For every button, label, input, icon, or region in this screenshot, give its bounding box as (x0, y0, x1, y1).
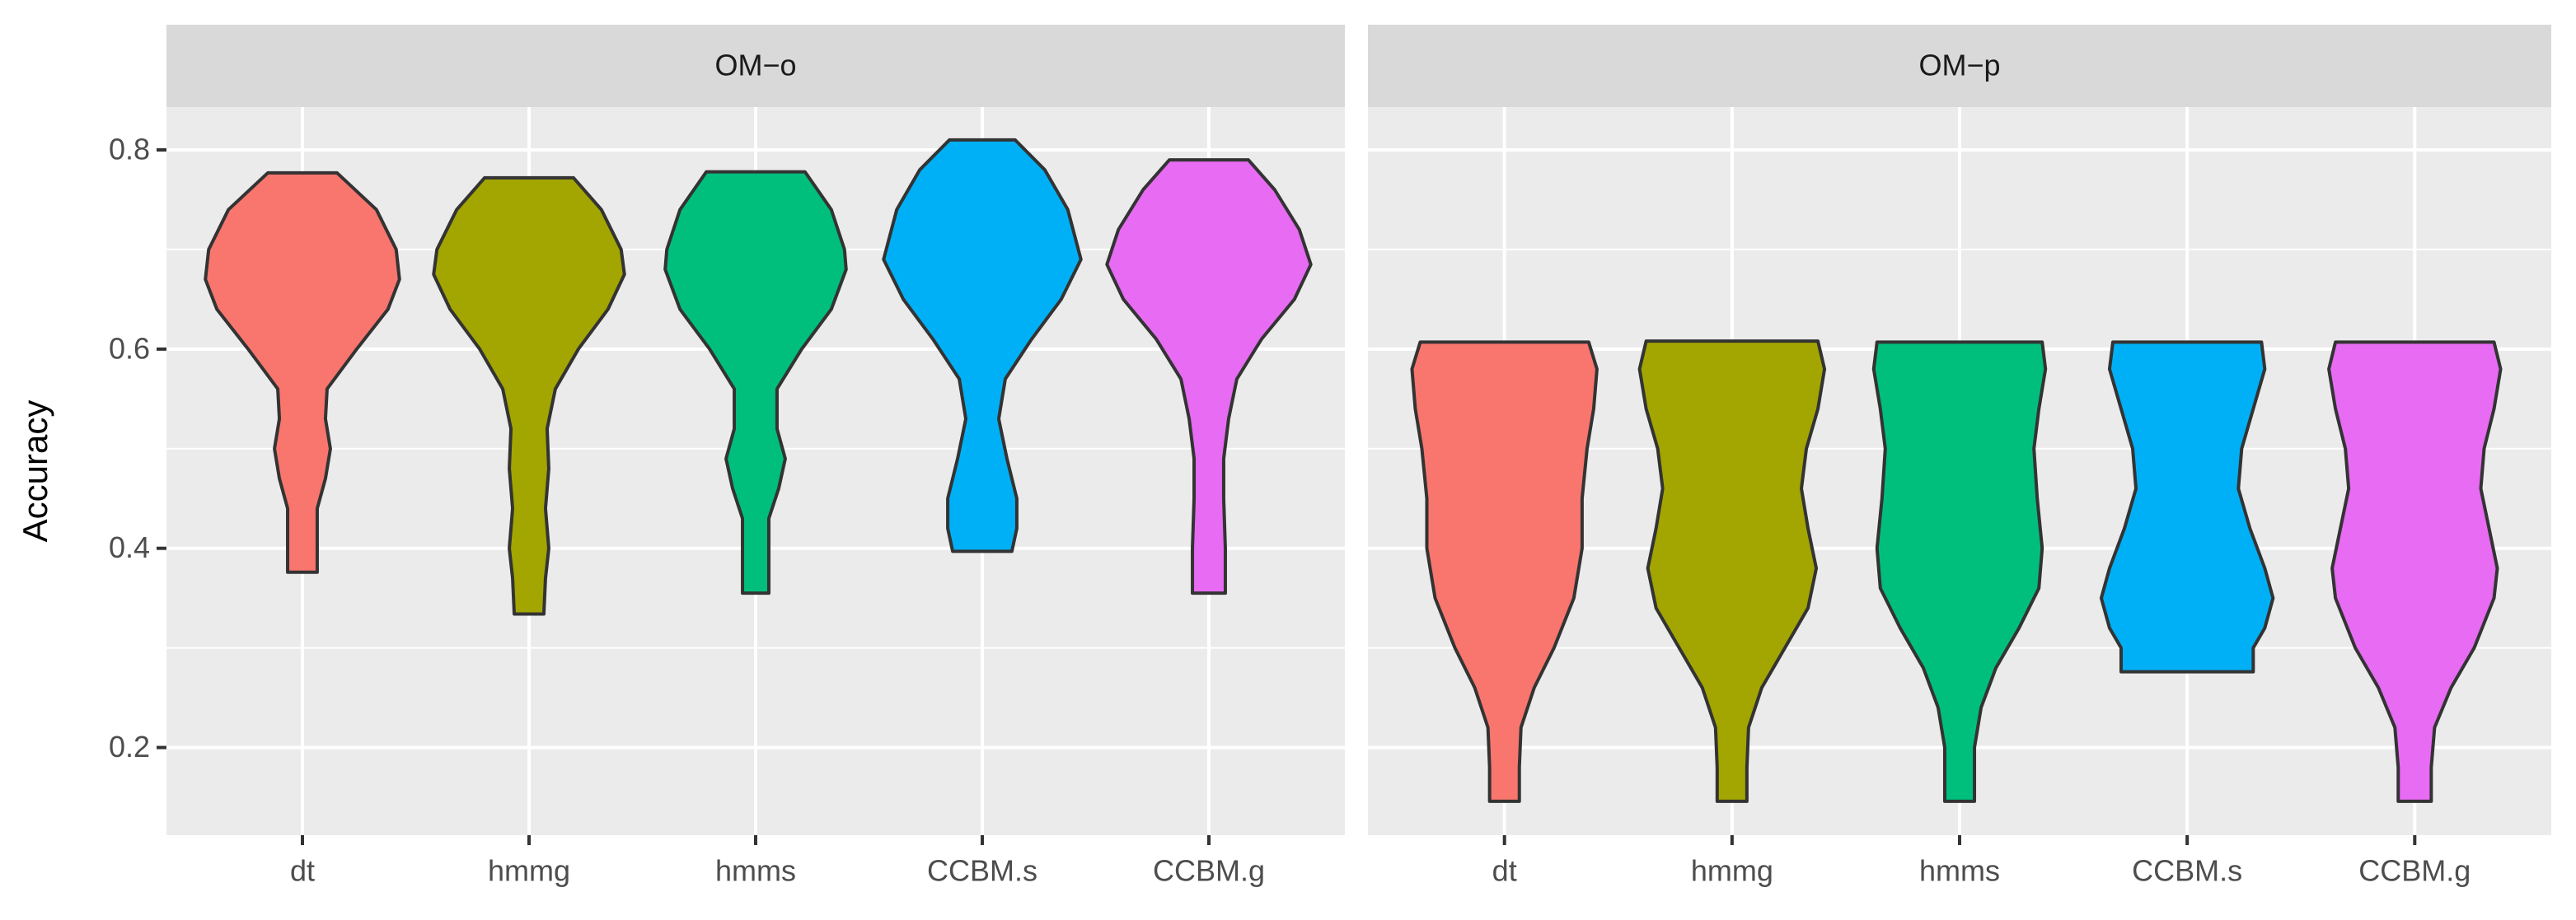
y-tick-label: 0.8 (109, 133, 150, 166)
y-tick-label: 0.6 (109, 331, 150, 365)
x-tick-label: CCBM.s (2132, 854, 2242, 888)
violin (2099, 340, 2275, 674)
violin (432, 175, 626, 616)
violin (2327, 340, 2503, 803)
x-tick-label: hmmg (1691, 854, 1773, 888)
x-tick-label: hmms (715, 854, 796, 888)
x-tick-label: dt (290, 854, 315, 888)
x-tick-label: CCBM.s (927, 854, 1037, 888)
strip-label: OM−p (1918, 49, 2000, 82)
x-tick-label: CCBM.g (1153, 854, 1265, 888)
x-tick-label: hmms (1919, 854, 2000, 888)
x-tick-label: CCBM.g (2358, 854, 2471, 888)
y-tick-label: 0.4 (109, 530, 150, 564)
y-axis-title: Accuracy (16, 400, 54, 543)
violin (1637, 339, 1827, 803)
violin (663, 170, 848, 595)
strip (1368, 25, 2551, 107)
violin (882, 138, 1083, 553)
strip (166, 25, 1345, 107)
violin (1410, 340, 1599, 803)
violin (1871, 340, 2048, 803)
violin (1105, 158, 1313, 595)
y-tick-label: 0.2 (109, 730, 150, 764)
x-tick-label: dt (1492, 854, 1517, 888)
x-tick-label: hmmg (488, 854, 570, 888)
violin (204, 170, 401, 574)
strip-label: OM−o (714, 49, 796, 82)
